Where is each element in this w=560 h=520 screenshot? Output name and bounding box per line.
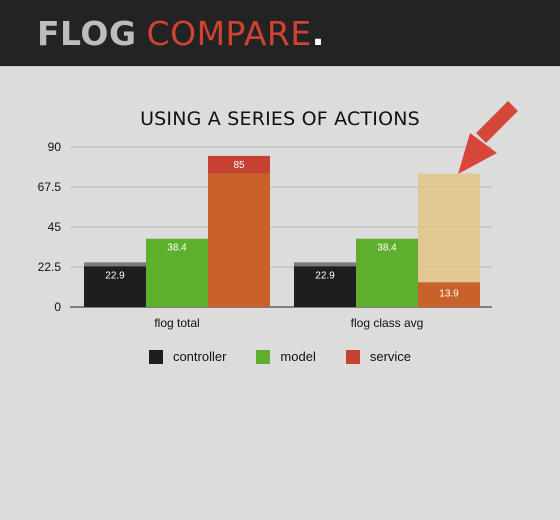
brand-dot: . [311,14,325,53]
brand-logo: FLOG COMPARE. [37,14,325,54]
app-header: FLOG COMPARE. [0,0,560,67]
y-tick-label: 45 [48,220,62,234]
legend-label-model: model [280,349,316,364]
data-label-model: 38.4 [167,243,187,254]
chart-legend: controller model service [0,349,560,364]
data-label-model: 38.4 [377,243,397,254]
y-tick-label: 67.5 [38,180,62,194]
data-label-controller: 22.9 [315,270,335,281]
arrow-head [458,133,497,174]
legend-swatch-model [256,349,271,364]
brand-word-flog: FLOG [37,14,137,53]
y-tick-label: 22.5 [38,260,62,274]
bar-service [208,173,270,307]
bar-service-top [208,155,270,174]
bar-cap-controller [294,262,356,267]
bar-service [418,282,480,307]
brand-word-compare: COMPARE [146,14,312,53]
legend-item-controller: controller [148,349,227,364]
bar-controller [84,266,146,307]
legend-item-model: model [256,349,316,364]
data-label-service: 13.9 [439,288,459,299]
data-label-service: 85 [233,160,245,171]
legend-item-service: service [345,349,412,364]
data-label-controller: 22.9 [105,270,125,281]
annotation-arrow-icon [458,101,518,174]
legend-swatch-service [345,349,360,364]
chart-title: USING A SERIES OF ACTIONS [140,108,420,130]
y-tick-label: 90 [48,140,62,154]
legend-swatch-controller [148,349,163,364]
bar-model [356,238,418,307]
y-tick-label: 0 [54,300,61,314]
arrow-shaft [476,101,518,143]
x-category-label: flog total [154,316,199,330]
legend-label-controller: controller [172,349,227,364]
legend-label-service: service [369,349,412,364]
bar-model [146,238,208,307]
bar-controller [294,266,356,307]
x-category-label: flog class avg [351,316,424,330]
bar-cap-controller [84,262,146,267]
